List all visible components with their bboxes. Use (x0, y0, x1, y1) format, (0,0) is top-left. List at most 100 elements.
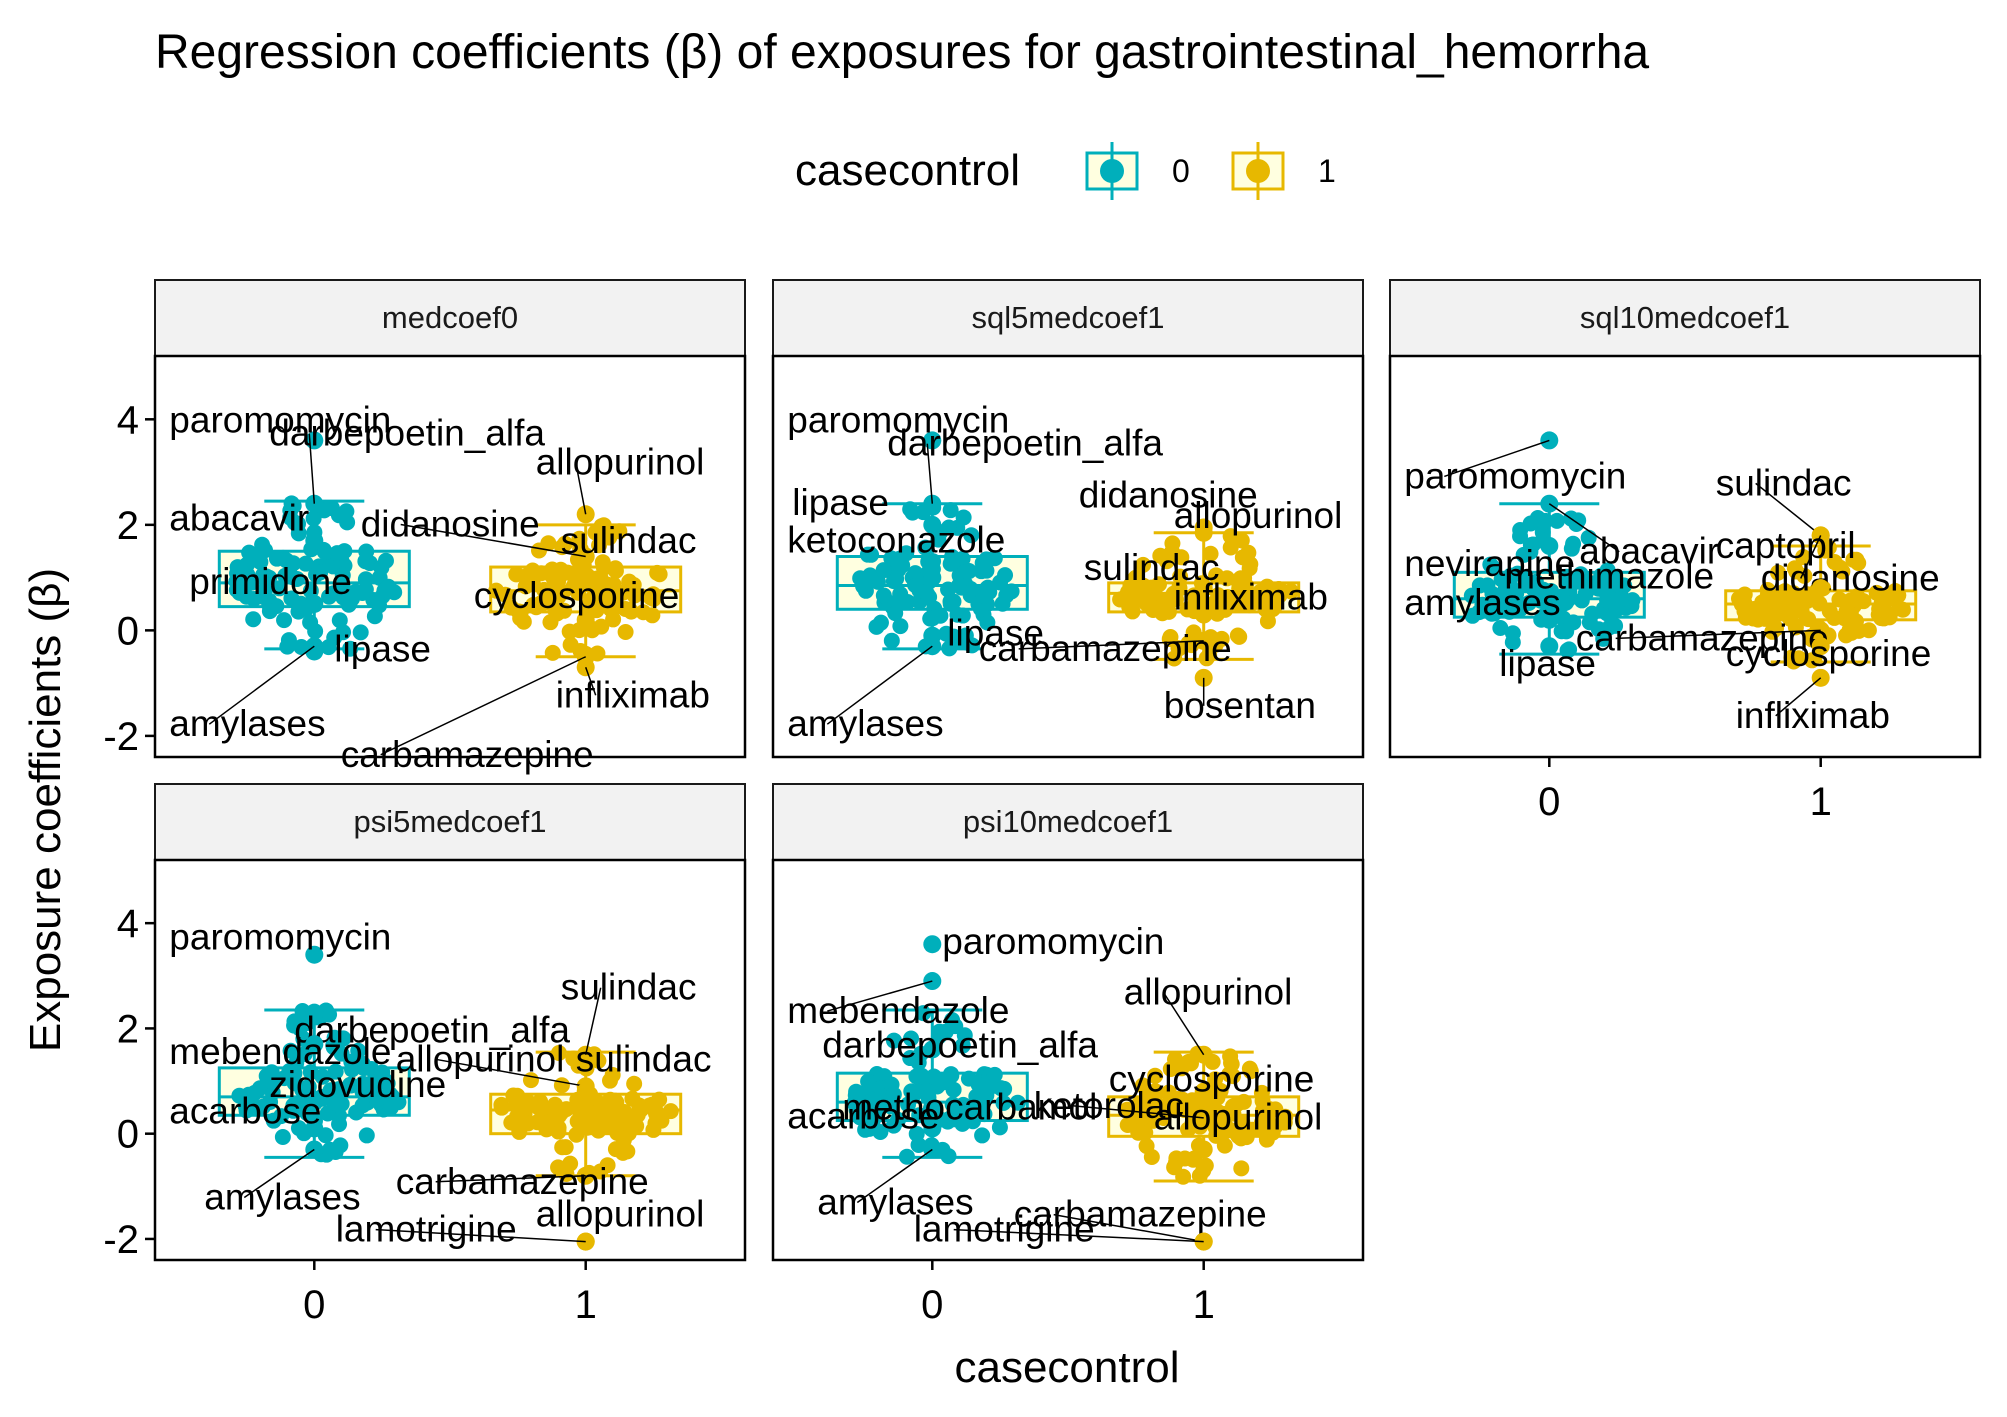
data-point (1501, 603, 1518, 620)
data-point (302, 614, 319, 631)
legend-title: casecontrol (795, 146, 1020, 195)
labeled-point (1540, 589, 1559, 608)
data-point (331, 612, 348, 629)
point-label: lamotrigine (914, 1209, 1095, 1250)
point-label: nevirapine (1404, 543, 1575, 584)
data-point (1208, 1127, 1225, 1144)
point-label: mebendazole (787, 990, 1009, 1031)
data-point (1231, 628, 1248, 645)
data-point (1612, 591, 1629, 608)
data-point (1152, 547, 1169, 564)
chart-title: Regression coefficients (β) of exposures… (155, 26, 1649, 79)
point-label: acarbose (787, 1095, 939, 1136)
data-point (972, 1085, 989, 1102)
leader-line (308, 433, 316, 504)
labeled-point (576, 610, 595, 629)
data-point (860, 1073, 877, 1090)
data-point (519, 1115, 536, 1132)
data-point (382, 1099, 399, 1116)
data-point (1130, 1096, 1147, 1113)
data-point (241, 544, 258, 561)
point-label: didanosine (361, 504, 540, 545)
data-point (651, 1091, 668, 1108)
data-point (940, 1148, 957, 1165)
point-label: darbepoetin_alfa (887, 423, 1163, 464)
data-point (280, 632, 297, 649)
data-point (593, 618, 610, 635)
data-point (991, 1119, 1008, 1136)
data-point (604, 1097, 621, 1114)
legend: casecontrol 0 1 (795, 142, 1336, 200)
data-point (274, 1128, 291, 1145)
data-point (1138, 586, 1155, 603)
data-point (868, 618, 885, 635)
data-point (1770, 564, 1787, 581)
data-point (945, 593, 962, 610)
data-point (1484, 585, 1501, 602)
data-point (898, 1148, 915, 1165)
data-point (1160, 1084, 1177, 1101)
leader-line (926, 443, 934, 504)
point-label: amylases (817, 1181, 973, 1222)
point-label: lipase (947, 613, 1044, 654)
data-point (1548, 512, 1565, 529)
data-point (940, 519, 957, 536)
data-point (976, 1106, 993, 1123)
data-point (327, 1063, 344, 1080)
x-tick-label: 1 (1193, 1283, 1215, 1327)
y-tick-label: 2 (117, 1007, 139, 1051)
data-point (872, 1123, 889, 1140)
data-point (920, 553, 937, 570)
data-point (944, 1012, 961, 1029)
data-point (875, 587, 892, 604)
leader-line (584, 667, 597, 696)
data-point (1143, 1148, 1160, 1165)
labeled-point (1540, 494, 1559, 513)
data-point (651, 566, 668, 583)
leader-line (1615, 629, 1821, 640)
data-point (1131, 1123, 1148, 1140)
data-point (621, 601, 638, 618)
data-point (622, 1118, 639, 1135)
leader-line (574, 462, 587, 515)
data-point (1175, 1168, 1192, 1185)
data-point (1222, 528, 1239, 545)
point-label: mebendazole (169, 1031, 391, 1072)
legend-key-0 (1085, 142, 1139, 200)
data-point (342, 640, 359, 657)
data-point (899, 593, 916, 610)
data-point (1565, 535, 1582, 552)
data-point (1509, 565, 1526, 582)
data-point (246, 1084, 263, 1101)
data-point (305, 510, 322, 527)
data-point (1265, 588, 1282, 605)
point-label: zidovudine (269, 1064, 446, 1105)
strip-label-sql10medcoef1: sql10medcoef1 (1580, 300, 1790, 335)
data-point (252, 553, 269, 570)
data-point (1201, 647, 1218, 664)
point-label: lipase (1499, 643, 1596, 684)
point-label: cyclosporine (1726, 633, 1932, 674)
data-point (986, 1066, 1003, 1083)
data-point (550, 588, 567, 605)
y-tick-label: -2 (103, 1218, 139, 1262)
labeled-point (1540, 637, 1559, 656)
data-point (579, 1119, 596, 1136)
data-point (552, 561, 569, 578)
data-point (1240, 544, 1257, 561)
box-psi5medcoef1-0 (217, 1002, 411, 1163)
data-point (350, 1042, 367, 1059)
data-point (1133, 1109, 1150, 1126)
labeled-point (576, 1082, 595, 1101)
point-label: bosentan (1164, 685, 1316, 726)
data-point (1515, 546, 1532, 563)
data-point (558, 1166, 575, 1183)
point-label: allopurinol (1174, 495, 1343, 536)
data-point (554, 1139, 571, 1156)
data-point (1144, 599, 1161, 616)
data-point (888, 570, 905, 587)
data-point (289, 571, 306, 588)
data-point (883, 632, 900, 649)
